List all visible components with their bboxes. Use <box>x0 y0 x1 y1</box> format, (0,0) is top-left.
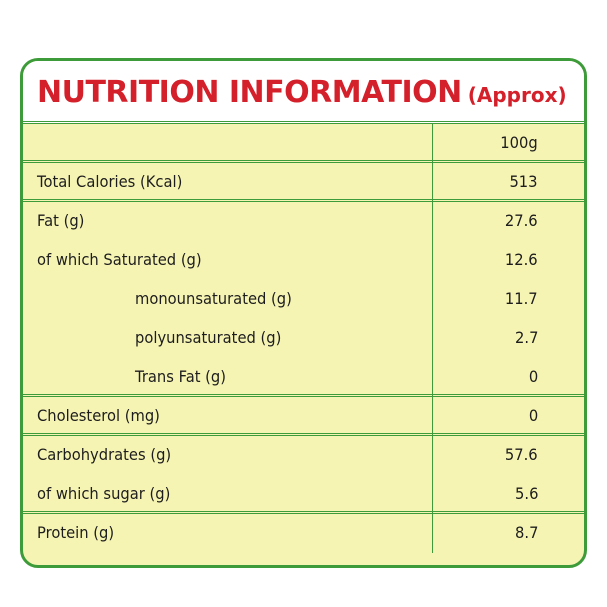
row-separator <box>23 160 584 163</box>
row-separator <box>23 511 584 514</box>
row-value: 8.7 <box>514 523 538 542</box>
subtitle: (Approx) <box>467 83 567 107</box>
row-separator <box>23 433 584 436</box>
row-separator <box>23 199 584 202</box>
row-label: Cholesterol (mg) <box>37 406 160 425</box>
title: NUTRITION INFORMATION <box>37 75 462 110</box>
row-label: Fat (g) <box>37 211 85 230</box>
row-label: of which Saturated (g) <box>37 250 202 269</box>
title-block: NUTRITION INFORMATION (Approx) <box>37 75 567 110</box>
row-value: 0 <box>528 406 538 425</box>
row-label: Protein (g) <box>37 523 115 542</box>
header: NUTRITION INFORMATION (Approx) <box>23 61 584 123</box>
row-value: 27.6 <box>505 211 538 230</box>
column-divider <box>432 123 433 553</box>
row-value: 11.7 <box>505 289 538 308</box>
row-value: 513 <box>509 172 538 191</box>
row-label: monounsaturated (g) <box>135 289 292 308</box>
row-value: 57.6 <box>505 445 538 464</box>
nutrition-card: NUTRITION INFORMATION (Approx) 100g Total … <box>20 58 587 568</box>
row-label: Trans Fat (g) <box>135 367 226 386</box>
row-label: of which sugar (g) <box>37 484 171 503</box>
row-separator <box>23 121 584 124</box>
row-value: 5.6 <box>514 484 538 503</box>
row-label: polyunsaturated (g) <box>135 328 282 347</box>
column-header: 100g <box>500 133 538 152</box>
row-value: 0 <box>528 367 538 386</box>
row-value: 2.7 <box>514 328 538 347</box>
row-value: 12.6 <box>505 250 538 269</box>
row-separator <box>23 394 584 397</box>
row-label: Total Calories (Kcal) <box>37 172 183 191</box>
row-label: Carbohydrates (g) <box>37 445 172 464</box>
